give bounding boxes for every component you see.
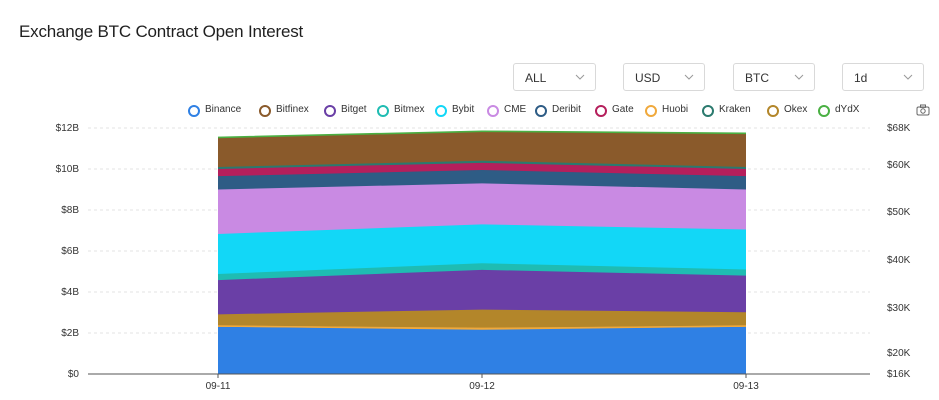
legend-label: Bitmex [394, 104, 425, 115]
chevron-down-icon [903, 74, 913, 80]
y-right-tick-label: $68K [887, 123, 911, 134]
legend-marker-icon [487, 105, 499, 117]
line-dydx [217, 130, 747, 138]
legend-label: Deribit [552, 104, 581, 115]
y-left-tick-label: $2B [61, 328, 79, 339]
legend-marker-icon [818, 105, 830, 117]
legend-label: Gate [612, 104, 634, 115]
legend-marker-icon [259, 105, 271, 117]
y-right-tick-label: $50K [887, 207, 911, 218]
area-dydx [218, 131, 746, 139]
area-bitget [218, 269, 746, 315]
legend-marker-icon [324, 105, 336, 117]
legend-label: Binance [205, 104, 242, 115]
legend-marker-icon [595, 105, 607, 117]
filter-bar: ALL USD BTC 1d [0, 63, 939, 93]
x-axis-tick-label: 09-13 [733, 381, 759, 392]
interval-select-value: 1d [854, 71, 868, 85]
y-right-tick-label: $20K [887, 348, 911, 359]
chevron-down-icon [684, 74, 694, 80]
y-left-tick-label: $8B [61, 205, 79, 216]
y-right-tick-label: $40K [887, 255, 911, 266]
legend-label: CME [504, 104, 527, 115]
legend-marker-icon [377, 105, 389, 117]
btc-price-line [217, 325, 747, 330]
coin-select-value: BTC [745, 71, 769, 85]
y-right-tick-label: $16K [887, 369, 911, 380]
x-axis-tick-label: 09-12 [469, 381, 495, 392]
legend-marker-icon [435, 105, 447, 117]
y-left-tick-label: $6B [61, 246, 79, 257]
legend-label: Huobi [662, 104, 689, 115]
chevron-down-icon [575, 74, 585, 80]
y-right-tick-label: $30K [887, 303, 911, 314]
legend-label: Bitfinex [276, 104, 309, 115]
legend-marker-icon [188, 105, 200, 117]
area-deribit [218, 170, 746, 190]
camera-icon[interactable] [916, 104, 930, 116]
exchange-select[interactable]: ALL [513, 63, 596, 91]
legend-label: Bitget [341, 104, 367, 115]
legend-marker-icon [645, 105, 657, 117]
legend-marker-icon [535, 105, 547, 117]
y-left-tick-label: $4B [61, 287, 79, 298]
legend-marker-icon [702, 105, 714, 117]
legend-marker-icon [767, 105, 779, 117]
legend-label: Okex [784, 104, 808, 115]
area-okex [218, 309, 746, 328]
y-right-tick-label: $60K [887, 160, 911, 171]
coin-select[interactable]: BTC [733, 63, 815, 91]
legend-label: Kraken [719, 104, 751, 115]
area-bitmex [218, 263, 746, 281]
currency-select[interactable]: USD [623, 63, 705, 91]
interval-select[interactable]: 1d [842, 63, 924, 91]
area-bitfinex [218, 132, 746, 167]
area-binance [218, 326, 746, 374]
chevron-down-icon [794, 74, 804, 80]
currency-select-value: USD [635, 71, 661, 85]
legend-label: dYdX [835, 104, 860, 115]
y-left-tick-label: $10B [56, 164, 80, 175]
legend-label: Bybit [452, 104, 475, 115]
exchange-select-value: ALL [525, 71, 547, 85]
y-left-tick-label: $0 [68, 369, 80, 380]
area-bybit [218, 224, 746, 274]
x-axis-tick-label: 09-11 [206, 381, 231, 392]
area-cme [218, 183, 746, 234]
y-left-tick-label: $12B [56, 123, 80, 134]
chart-title: Exchange BTC Contract Open Interest [19, 22, 304, 41]
